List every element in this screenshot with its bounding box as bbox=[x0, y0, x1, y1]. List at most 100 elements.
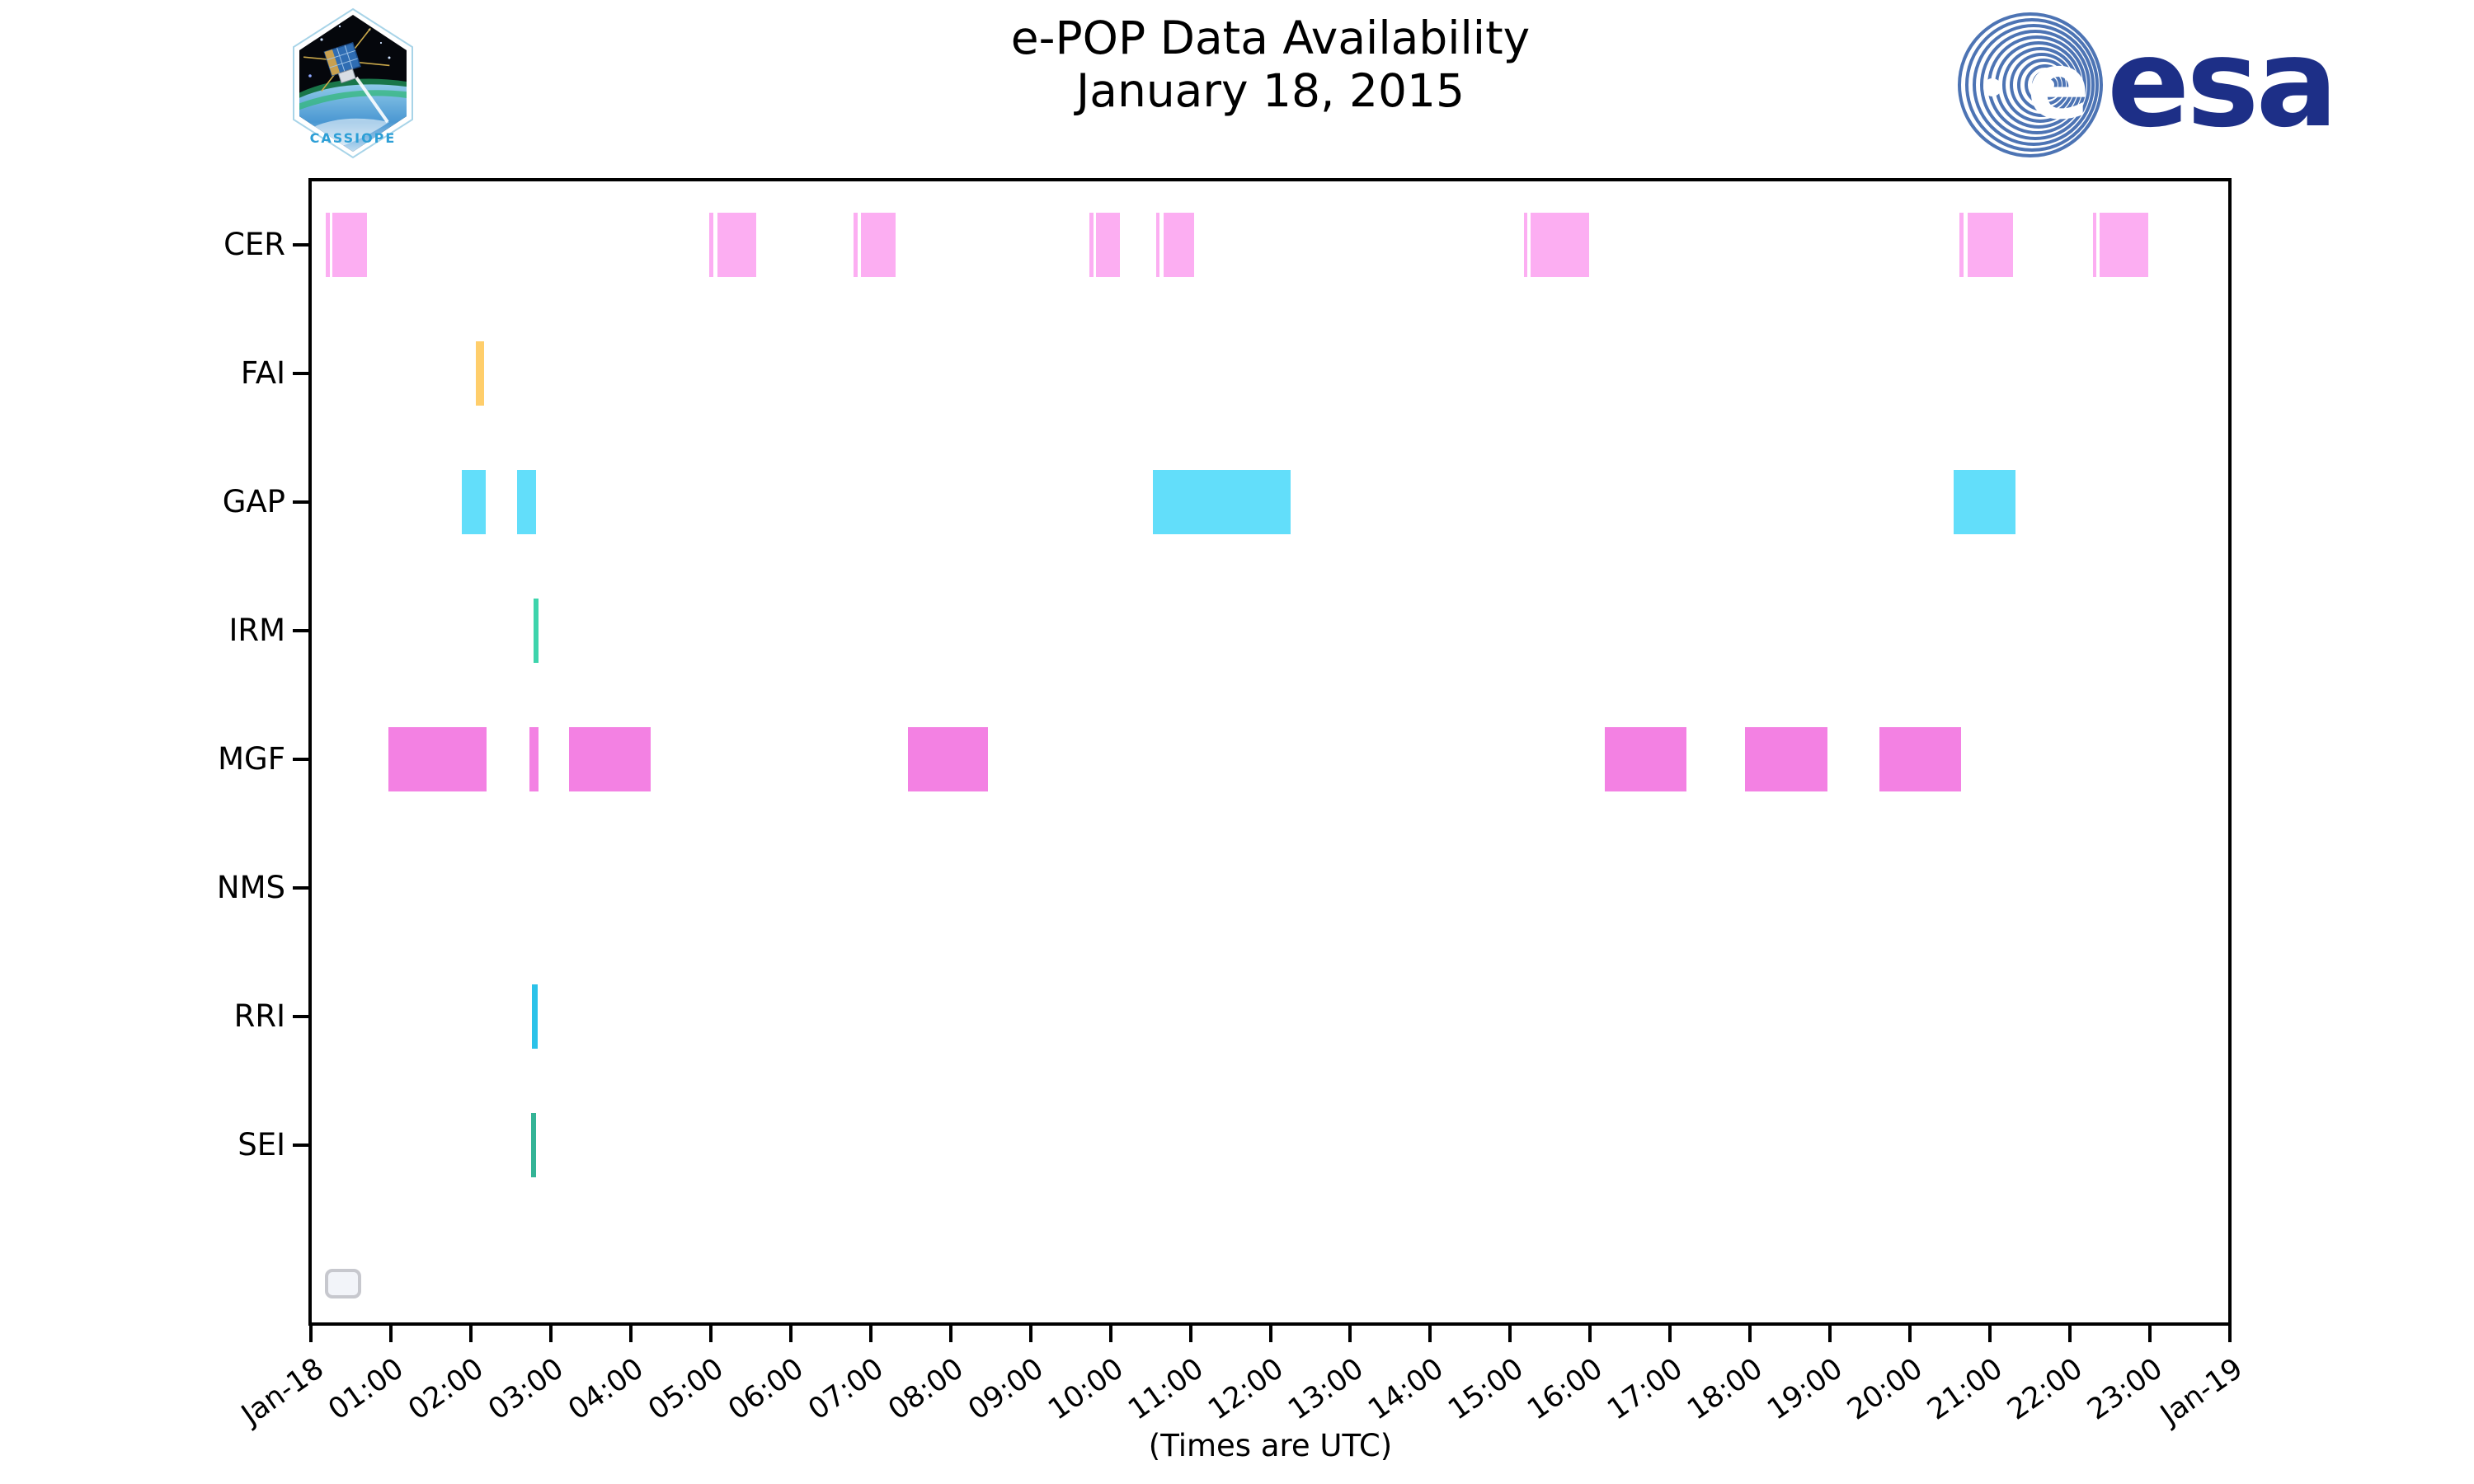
availability-bar-cer bbox=[1095, 213, 1120, 277]
plot-spine-bottom bbox=[308, 1322, 2232, 1326]
x-tick bbox=[1588, 1326, 1592, 1342]
x-tick bbox=[388, 1326, 393, 1342]
availability-bar-cer bbox=[325, 213, 330, 277]
availability-bar-cer bbox=[2099, 213, 2149, 277]
availability-bar-cer bbox=[717, 213, 756, 277]
availability-bar-gap bbox=[461, 470, 486, 534]
availability-bar-mgf bbox=[1879, 727, 1961, 791]
availability-bar-cer bbox=[1155, 213, 1160, 277]
x-tick bbox=[948, 1326, 952, 1342]
cassiope-logo-text: CASSIOPE bbox=[310, 130, 397, 146]
y-axis-label-fai: FAI bbox=[240, 355, 285, 391]
chart-title: e-POP Data Availability bbox=[1010, 12, 1531, 64]
availability-bar-cer bbox=[853, 213, 858, 277]
x-tick-label: 04:00 bbox=[562, 1352, 650, 1427]
x-tick-label: 01:00 bbox=[322, 1352, 410, 1427]
x-tick-label: 06:00 bbox=[722, 1352, 810, 1427]
availability-bar-cer bbox=[861, 213, 896, 277]
cassiope-patch-icon: CASSIOPE bbox=[293, 7, 413, 159]
x-tick bbox=[868, 1326, 872, 1342]
x-tick bbox=[1108, 1326, 1112, 1342]
title-block: e-POP Data Availability January 18, 2015 bbox=[311, 12, 2230, 117]
availability-bar-cer bbox=[1967, 213, 2013, 277]
y-tick bbox=[293, 243, 308, 247]
x-tick bbox=[1188, 1326, 1192, 1342]
x-tick bbox=[1428, 1326, 1432, 1342]
availability-bar-cer bbox=[2092, 213, 2097, 277]
availability-bar-gap bbox=[1153, 470, 1291, 534]
x-tick-label: 02:00 bbox=[402, 1352, 490, 1427]
availability-bar-mgf bbox=[907, 727, 988, 791]
y-tick bbox=[293, 500, 308, 504]
x-tick-label: Jan-18 bbox=[235, 1352, 330, 1432]
availability-bar-cer bbox=[1089, 213, 1094, 277]
chart-subtitle: January 18, 2015 bbox=[1076, 64, 1465, 117]
availability-bar-irm bbox=[533, 599, 539, 663]
x-tick-label: 03:00 bbox=[482, 1352, 570, 1427]
x-tick-label: 08:00 bbox=[882, 1352, 970, 1427]
availability-bar-mgf bbox=[529, 727, 539, 791]
x-tick bbox=[1988, 1326, 1992, 1342]
availability-bar-cer bbox=[1164, 213, 1195, 277]
x-tick bbox=[2148, 1326, 2152, 1342]
x-tick-label: 05:00 bbox=[642, 1352, 730, 1427]
x-tick bbox=[628, 1326, 633, 1342]
availability-bar-cer bbox=[1530, 213, 1589, 277]
cassiope-mission-logo: CASSIOPE bbox=[290, 7, 416, 160]
plot-spine-right bbox=[2228, 178, 2232, 1326]
x-tick bbox=[1828, 1326, 1832, 1342]
x-tick bbox=[1668, 1326, 1672, 1342]
esa-swirl-e: e bbox=[2027, 33, 2090, 140]
x-tick-label: 10:00 bbox=[1042, 1352, 1130, 1427]
y-tick bbox=[293, 886, 308, 890]
y-axis-label-nms: NMS bbox=[216, 870, 285, 905]
x-tick-label: 11:00 bbox=[1122, 1352, 1210, 1427]
x-tick-label: 17:00 bbox=[1602, 1352, 1690, 1427]
availability-bar-gap bbox=[1954, 470, 2015, 534]
y-tick bbox=[293, 758, 308, 761]
x-axis-label: (Times are UTC) bbox=[1148, 1428, 1393, 1463]
x-tick-label: 20:00 bbox=[1841, 1352, 1930, 1427]
y-tick bbox=[293, 1015, 308, 1018]
x-tick bbox=[548, 1326, 553, 1342]
x-tick bbox=[788, 1326, 793, 1342]
esa-swirl-icon: e esa bbox=[1958, 12, 2338, 157]
x-tick bbox=[309, 1326, 313, 1342]
x-tick bbox=[1908, 1326, 1912, 1342]
x-tick bbox=[1268, 1326, 1272, 1342]
x-tick bbox=[1348, 1326, 1352, 1342]
x-tick-label: 12:00 bbox=[1202, 1352, 1290, 1427]
availability-bar-cer bbox=[709, 213, 714, 277]
x-tick-label: 16:00 bbox=[1522, 1352, 1610, 1427]
x-tick bbox=[1508, 1326, 1512, 1342]
x-tick bbox=[468, 1326, 473, 1342]
x-tick bbox=[1028, 1326, 1032, 1342]
availability-bar-cer bbox=[1959, 213, 1964, 277]
x-tick-label: 15:00 bbox=[1442, 1352, 1530, 1427]
esa-logo: e esa bbox=[1954, 8, 2342, 161]
availability-bar-cer bbox=[1523, 213, 1528, 277]
x-tick-label: 13:00 bbox=[1282, 1352, 1370, 1427]
availability-bar-fai bbox=[476, 341, 485, 406]
x-tick bbox=[2068, 1326, 2072, 1342]
x-tick-label: 19:00 bbox=[1761, 1352, 1850, 1427]
y-axis-label-sei: SEI bbox=[238, 1127, 285, 1162]
x-tick-label: 18:00 bbox=[1681, 1352, 1770, 1427]
x-tick-label: 22:00 bbox=[2001, 1352, 2090, 1427]
y-axis-label-cer: CER bbox=[223, 227, 285, 262]
x-tick-label: 09:00 bbox=[962, 1352, 1050, 1427]
y-tick bbox=[293, 629, 308, 632]
x-tick bbox=[1748, 1326, 1752, 1342]
x-tick-label: Jan-19 bbox=[2154, 1352, 2249, 1432]
availability-bar-mgf bbox=[1605, 727, 1686, 791]
availability-bar-gap bbox=[517, 470, 537, 534]
x-tick bbox=[2228, 1326, 2232, 1342]
y-tick bbox=[293, 372, 308, 375]
x-tick bbox=[708, 1326, 713, 1342]
y-axis-label-gap: GAP bbox=[222, 484, 285, 519]
availability-bar-mgf bbox=[569, 727, 651, 791]
x-tick-label: 21:00 bbox=[1921, 1352, 2010, 1427]
x-tick-label: 07:00 bbox=[802, 1352, 890, 1427]
availability-bar-sei bbox=[530, 1113, 537, 1177]
